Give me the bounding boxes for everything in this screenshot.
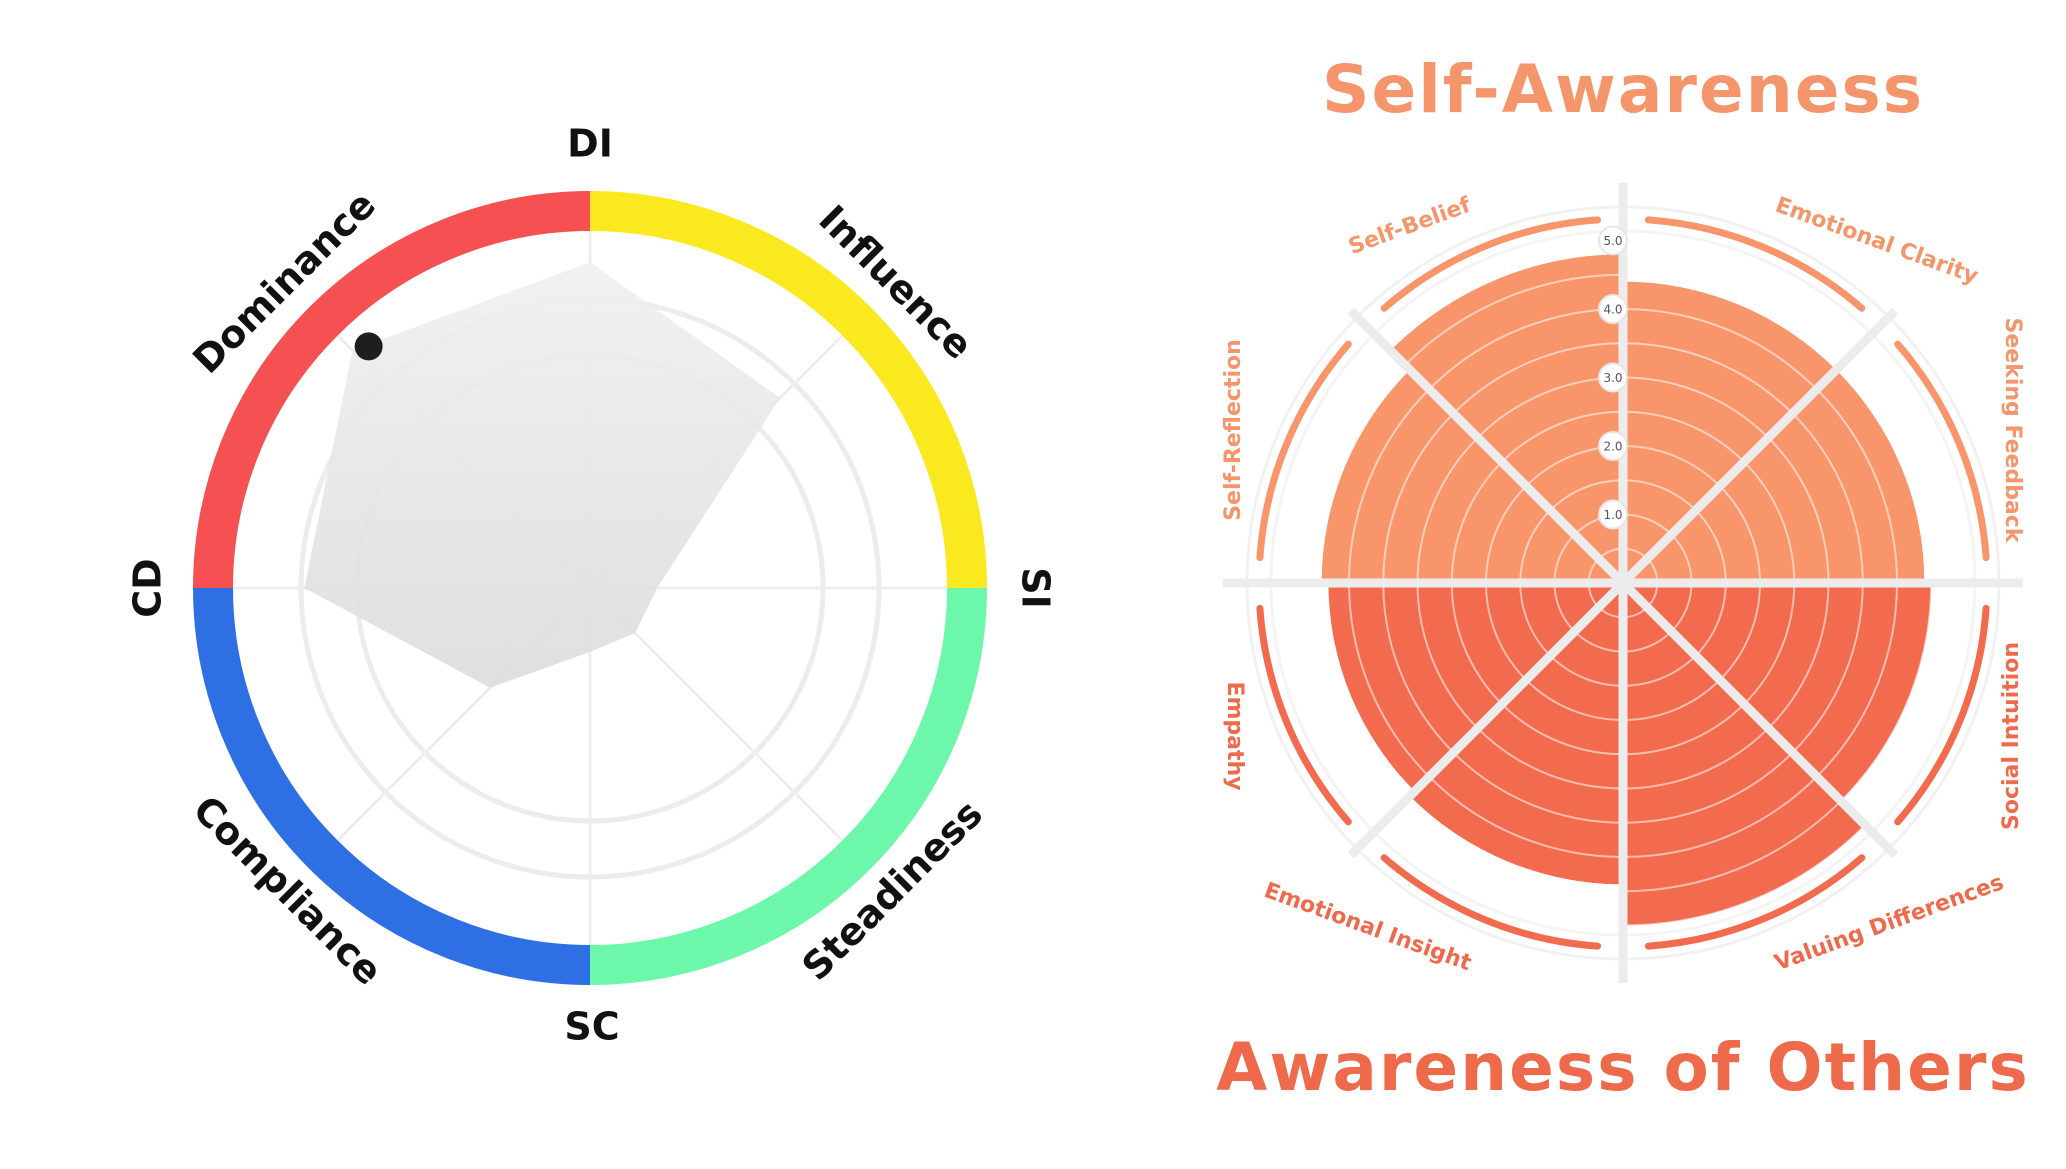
axis-line-1	[1619, 307, 1899, 587]
category-label-seeking-feedback: Seeking Feedback	[2000, 318, 2025, 544]
title-self-awareness: Self-Awareness	[1322, 51, 1924, 128]
axis-line-7	[1347, 307, 1627, 587]
ring-segment-steadiness	[589, 587, 987, 985]
category-label-emotional-insight: Emotional Insight	[1261, 878, 1475, 976]
axis-line-5	[1347, 579, 1627, 859]
tick-badge	[1598, 431, 1628, 461]
category-label-emotional-clarity: Emotional Clarity	[1772, 193, 1981, 290]
bar-self-belief	[1390, 254, 1623, 583]
position-marker-dot	[354, 332, 383, 361]
category-label-social-intuition: Social Intuition	[1999, 642, 2024, 830]
category-label-self-belief: Self-Belief	[1345, 193, 1474, 260]
bar-valuing-differences	[1623, 583, 1866, 926]
tick-badge	[1598, 499, 1628, 530]
outer-arc-6	[1256, 340, 1352, 562]
category-label-valuing-differences: Valuing Differences	[1772, 870, 2008, 976]
bar-seeking-feedback	[1623, 369, 1925, 583]
axis-label-cd: CD	[126, 558, 170, 617]
profile-polygon	[304, 262, 781, 688]
awareness-polar-chart: 1.0 2.0 3.0 4.0 5.0 Emotional Clarity Seeking …	[1216, 51, 2029, 1106]
outer-arc-4	[1380, 854, 1602, 950]
axis-label-si: SI	[1014, 567, 1058, 609]
bar-social-intuition	[1623, 583, 1932, 801]
ring-segment-compliance	[193, 587, 591, 985]
category-label-empathy: Empathy	[1222, 681, 1247, 790]
axis-label-sc: SC	[564, 1005, 619, 1049]
tick-badge	[1598, 362, 1628, 393]
outer-arc-7	[1380, 216, 1602, 312]
tick-label: 2.0	[1603, 440, 1622, 454]
tick-label: 5.0	[1603, 234, 1622, 248]
outer-arc-1	[1894, 340, 1990, 562]
outer-arc-2	[1894, 604, 1990, 826]
tick-label: 3.0	[1603, 371, 1622, 385]
title-awareness-of-others: Awareness of Others	[1216, 1029, 2029, 1106]
outer-arc-5	[1256, 604, 1352, 826]
bar-emotional-insight	[1409, 583, 1623, 885]
tick-label: 4.0	[1603, 303, 1622, 317]
outer-arc-3	[1644, 854, 1866, 950]
ring-segment-influence	[589, 191, 987, 589]
axis-line-3	[1619, 579, 1899, 859]
outer-arc-0	[1644, 216, 1866, 312]
bar-self-reflection	[1321, 369, 1623, 583]
axis-label-di: DI	[567, 122, 613, 166]
bar-emotional-clarity	[1623, 281, 1837, 583]
disc-radar-chart: DISISCCDInfluenceSteadinessComplianceDom…	[126, 122, 1058, 1049]
tick-label: 1.0	[1603, 508, 1622, 522]
bar-empathy	[1328, 583, 1623, 792]
ring-segment-dominance	[193, 191, 591, 589]
tick-badge	[1598, 225, 1628, 256]
category-label-self-reflection: Self-Reflection	[1221, 339, 1246, 521]
tick-badge	[1598, 294, 1628, 324]
